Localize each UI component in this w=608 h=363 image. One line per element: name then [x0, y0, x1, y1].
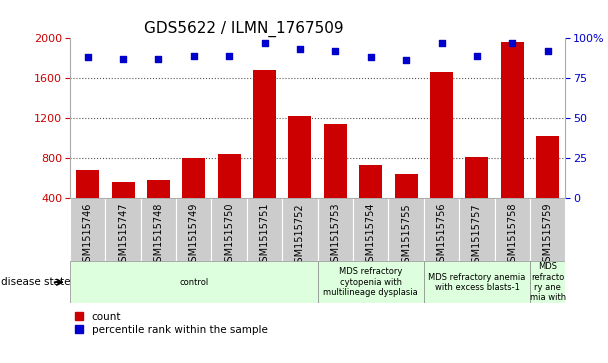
Point — [295, 46, 305, 52]
Bar — [76, 170, 99, 198]
Point — [154, 56, 164, 62]
Text: MDS refractory
cytopenia with
multilineage dysplasia: MDS refractory cytopenia with multilinea… — [323, 267, 418, 297]
Text: GSM1515749: GSM1515749 — [189, 203, 199, 268]
Bar — [247, 198, 282, 261]
Text: control: control — [179, 278, 209, 287]
Text: GSM1515748: GSM1515748 — [153, 203, 164, 268]
Text: GSM1515752: GSM1515752 — [295, 203, 305, 269]
Bar — [501, 42, 524, 198]
Text: GDS5622 / ILMN_1767509: GDS5622 / ILMN_1767509 — [144, 21, 344, 37]
Text: GSM1515758: GSM1515758 — [507, 203, 517, 268]
Text: GSM1515757: GSM1515757 — [472, 203, 482, 269]
Bar — [424, 198, 459, 261]
Text: GSM1515759: GSM1515759 — [543, 203, 553, 268]
Bar — [111, 182, 134, 198]
Bar — [176, 198, 212, 261]
Bar — [182, 158, 206, 198]
Bar — [317, 198, 353, 261]
Bar — [495, 198, 530, 261]
Text: MDS
refracto
ry ane
mia with: MDS refracto ry ane mia with — [530, 262, 566, 302]
Text: GSM1515751: GSM1515751 — [260, 203, 269, 268]
Point — [224, 53, 234, 58]
Bar — [395, 174, 418, 198]
Text: GSM1515753: GSM1515753 — [330, 203, 340, 268]
Point — [366, 54, 376, 60]
Point — [472, 53, 482, 58]
Bar — [530, 198, 565, 261]
Point — [189, 53, 199, 58]
Bar — [530, 261, 565, 303]
Point — [401, 58, 411, 64]
Bar — [430, 72, 453, 198]
Bar — [317, 261, 424, 303]
Bar — [389, 198, 424, 261]
Text: GSM1515755: GSM1515755 — [401, 203, 411, 269]
Bar — [536, 136, 559, 198]
Bar — [212, 198, 247, 261]
Bar — [424, 261, 530, 303]
Bar — [253, 70, 276, 198]
Point — [118, 56, 128, 62]
Point — [437, 40, 446, 46]
Legend: count, percentile rank within the sample: count, percentile rank within the sample — [75, 312, 268, 335]
Bar — [70, 198, 105, 261]
Bar — [105, 198, 140, 261]
Bar — [140, 198, 176, 261]
Bar — [359, 165, 382, 198]
Point — [83, 54, 92, 60]
Text: GSM1515756: GSM1515756 — [437, 203, 446, 268]
Bar — [324, 124, 347, 198]
Point — [331, 48, 340, 54]
Bar — [288, 116, 311, 198]
Text: GSM1515754: GSM1515754 — [366, 203, 376, 268]
Bar — [70, 261, 317, 303]
Bar — [218, 154, 241, 198]
Text: GSM1515750: GSM1515750 — [224, 203, 234, 268]
Bar — [353, 198, 389, 261]
Text: GSM1515747: GSM1515747 — [118, 203, 128, 268]
Point — [508, 40, 517, 46]
Bar — [459, 198, 495, 261]
Bar — [147, 180, 170, 198]
Text: MDS refractory anemia
with excess blasts-1: MDS refractory anemia with excess blasts… — [428, 273, 526, 292]
Bar — [466, 157, 488, 198]
Point — [260, 40, 269, 46]
Bar — [282, 198, 317, 261]
Text: GSM1515746: GSM1515746 — [83, 203, 92, 268]
Text: disease state: disease state — [1, 277, 71, 287]
Point — [543, 48, 553, 54]
